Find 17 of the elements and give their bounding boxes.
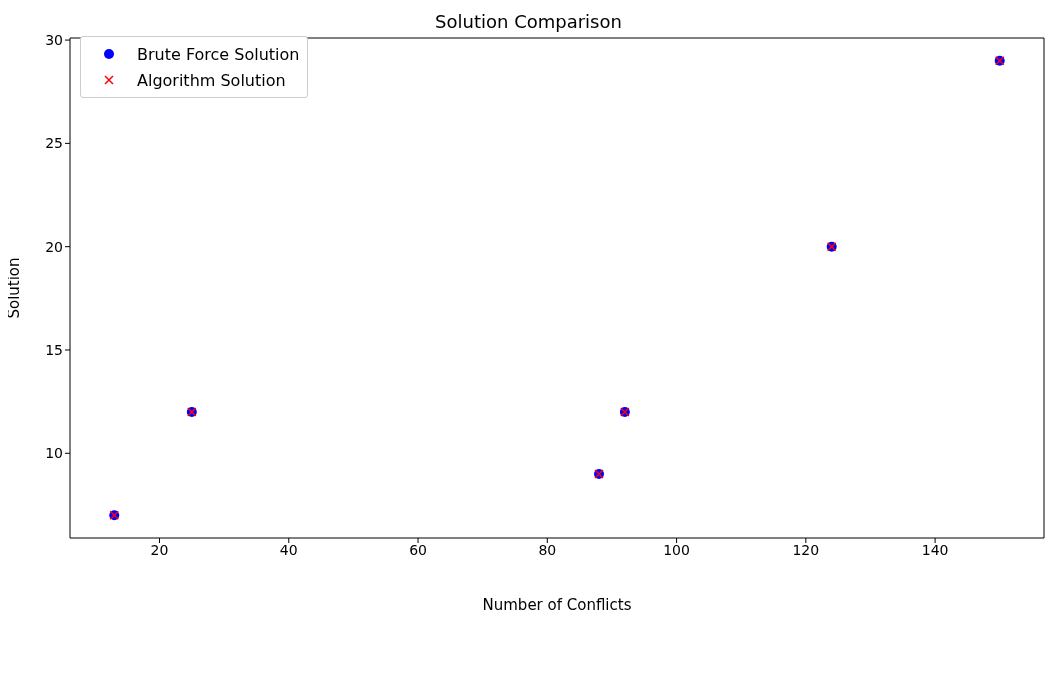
y-tick-label: 15 bbox=[45, 341, 63, 358]
y-tick-label: 25 bbox=[45, 135, 63, 152]
x-tick-label: 100 bbox=[663, 541, 690, 558]
y-tick-label: 20 bbox=[45, 238, 63, 255]
x-axis-title: Number of Conflicts bbox=[482, 596, 632, 614]
y-tick-label: 30 bbox=[45, 32, 63, 49]
chart-title: Solution Comparison bbox=[435, 11, 622, 32]
x-tick-label: 40 bbox=[279, 541, 298, 558]
x-tick-label: 60 bbox=[409, 541, 427, 558]
legend-label: Algorithm Solution bbox=[137, 70, 286, 90]
x-tick-label: 20 bbox=[150, 541, 169, 558]
x-tick-label: 120 bbox=[792, 541, 820, 558]
x-tick-label: 80 bbox=[538, 541, 557, 558]
y-tick-label: 10 bbox=[45, 445, 63, 462]
y-axis-title: Solution bbox=[5, 257, 24, 319]
x-tick-label: 140 bbox=[921, 541, 949, 558]
legend-label: Brute Force Solution bbox=[137, 44, 300, 64]
